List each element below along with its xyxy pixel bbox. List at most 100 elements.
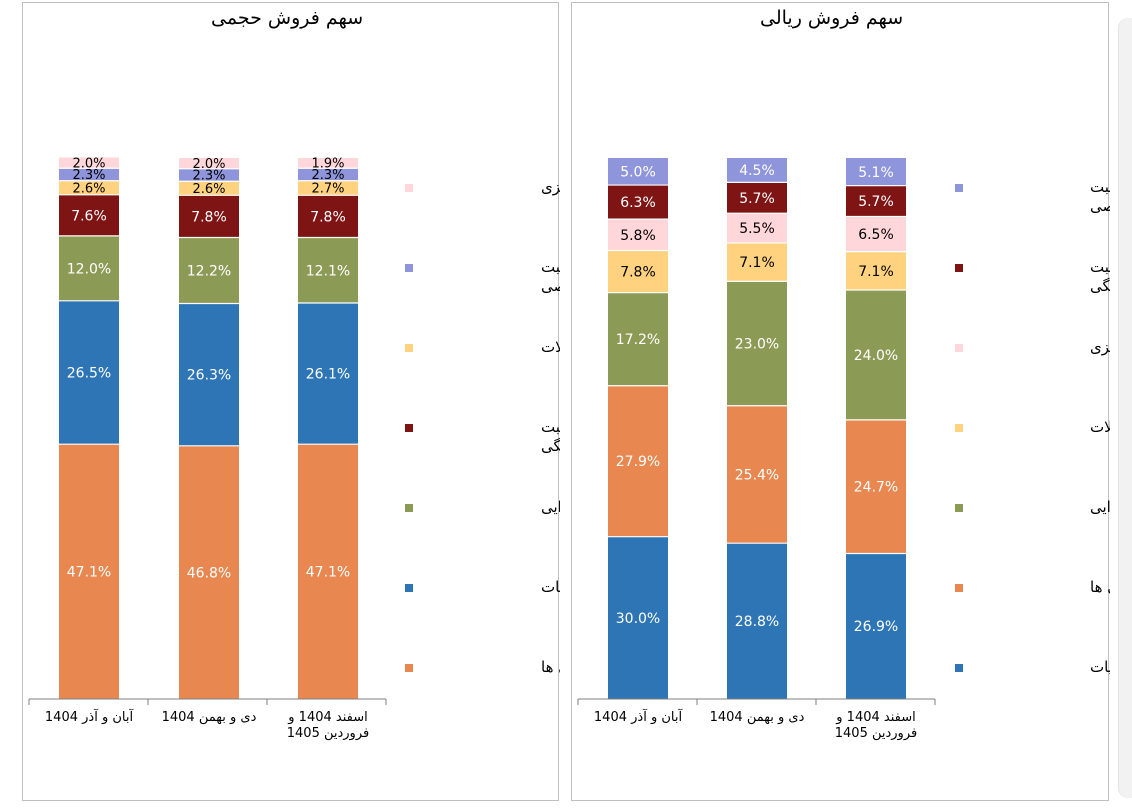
data-label: 7.8%: [191, 209, 227, 225]
bar-segment: [298, 444, 358, 699]
data-label: 2.3%: [72, 168, 105, 183]
data-label: 12.2%: [187, 264, 231, 280]
data-label: 7.6%: [71, 208, 107, 224]
x-tick-label: دی و بهمن 1404: [710, 710, 805, 725]
data-label: 2.6%: [72, 181, 105, 196]
legend-label: محصولات سلولزی: [541, 178, 560, 196]
bar-segment: [179, 445, 239, 699]
bar-segment: [179, 168, 239, 182]
bar-segment: [727, 281, 787, 406]
legend-marker: [405, 264, 413, 272]
legend-marker: [955, 424, 963, 432]
volume-share-chart: سهم فروش حجمی 47.1% 26.5% 12.0% 7.6% 2.6% 2.3…: [22, 2, 560, 801]
bar-segment: [727, 158, 787, 183]
legend-label: محصولات مراقبتشخصی: [541, 258, 560, 295]
legend-marker: [405, 424, 413, 432]
bar-segment: [727, 242, 787, 282]
bar-segment: [298, 168, 358, 181]
data-label: 2.0%: [72, 156, 105, 171]
legend-label: لبنیات: [1090, 658, 1110, 676]
bar-segment: [846, 419, 906, 554]
data-label: 12.0%: [67, 261, 111, 277]
data-label: 2.0%: [192, 157, 225, 172]
legend-marker: [405, 184, 413, 192]
legend-marker: [955, 584, 963, 592]
data-label: 5.8%: [620, 228, 656, 244]
legend-label: تنقلات: [541, 338, 560, 356]
x-tick-label: دی و بهمن 1404: [162, 710, 257, 725]
data-label: 28.8%: [735, 614, 779, 630]
bar-segment: [298, 302, 358, 445]
data-label: 2.3%: [311, 168, 344, 183]
legend-label: نوشیدنی ها: [1090, 578, 1110, 596]
bar-segment: [608, 292, 668, 386]
data-label: 7.1%: [858, 264, 894, 280]
bar-segment: [846, 290, 906, 420]
bar-segment: [179, 181, 239, 196]
bar-segment: [846, 185, 906, 217]
side-scroll-strip[interactable]: [1118, 18, 1132, 798]
data-label: 26.9%: [854, 619, 898, 635]
bar-segment: [298, 158, 358, 169]
data-label: 5.7%: [858, 194, 894, 210]
legend-label: مواد غذایی: [1090, 498, 1110, 516]
legend-marker: [955, 344, 963, 352]
data-label: 6.5%: [858, 227, 894, 243]
legend-marker: [405, 664, 413, 672]
legend-label: تنقلات: [1090, 418, 1110, 436]
legend-label: محصولات مراقبتخانگی: [541, 418, 560, 455]
legend-label: مواد غذایی: [541, 498, 560, 516]
data-label: 30.0%: [616, 611, 660, 627]
legend-marker: [405, 344, 413, 352]
data-label: 24.7%: [854, 480, 898, 496]
bar-segment: [179, 195, 239, 238]
data-label: 47.1%: [67, 565, 111, 581]
bar-segment: [727, 213, 787, 243]
data-label: 7.8%: [310, 209, 346, 225]
data-label: 24.0%: [854, 348, 898, 364]
bar-segment: [59, 444, 119, 699]
bar-segment: [727, 543, 787, 699]
bar-segment: [179, 158, 239, 169]
data-label: 2.3%: [192, 169, 225, 184]
legend-marker: [955, 664, 963, 672]
data-label: 25.4%: [735, 467, 779, 483]
bar-segment: [846, 553, 906, 699]
x-tick-label: آبان و آذر 1404: [594, 708, 684, 725]
x-tick-label: اسفند 1404 و فروردین 1405: [287, 710, 369, 741]
data-label: 2.6%: [192, 182, 225, 197]
x-tick-label: اسفند 1404 و فروردین 1405: [835, 710, 917, 741]
bar-segment: [608, 250, 668, 293]
chart-title: سهم فروش حجمی: [211, 7, 364, 29]
data-label: 4.5%: [739, 163, 775, 179]
bar-segment: [298, 180, 358, 196]
bar-segment: [608, 185, 668, 220]
bar-segment: [59, 194, 119, 236]
legend-label: محصولات سلولزی: [1090, 338, 1110, 356]
legend-marker: [955, 504, 963, 512]
legend-label: نوشیدنی ها: [541, 658, 560, 676]
data-label: 27.9%: [616, 454, 660, 470]
data-label: 5.5%: [739, 221, 775, 237]
bar-segment: [179, 303, 239, 446]
bar-segment: [846, 216, 906, 252]
bar-segment: [298, 237, 358, 303]
data-label: 6.3%: [620, 195, 656, 211]
data-label: 26.1%: [306, 367, 350, 383]
volume-chart-plot: 47.1%26.5%12.0%7.6%2.6%2.3%2.0%46.8%26.3…: [28, 156, 560, 741]
legend-label: محصولات مراقبتشخصی: [1090, 178, 1110, 215]
bar-segment: [59, 180, 119, 195]
data-label: 7.8%: [620, 265, 656, 281]
data-label: 5.0%: [620, 165, 656, 181]
legend-marker: [955, 184, 963, 192]
legend-marker: [405, 504, 413, 512]
bar-segment: [59, 235, 119, 301]
x-tick-label: آبان و آذر 1404: [45, 708, 135, 725]
bar-segment: [608, 536, 668, 699]
bar-segment: [59, 157, 119, 169]
data-label: 47.1%: [306, 565, 350, 581]
bar-segment: [298, 195, 358, 238]
data-label: 26.5%: [67, 366, 111, 382]
bar-segment: [59, 168, 119, 181]
data-label: 12.1%: [306, 263, 350, 279]
